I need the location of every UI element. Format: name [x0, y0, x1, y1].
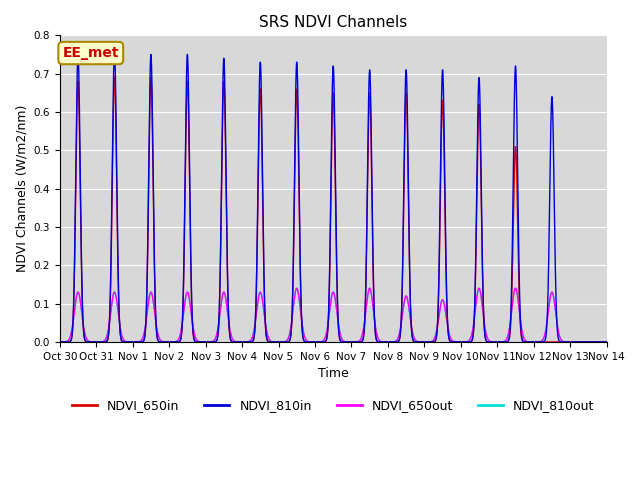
NDVI_650in — [601, 339, 609, 345]
NDVI_810out — [56, 339, 63, 345]
NDVI_650in — [409, 336, 417, 342]
NDVI_810in — [173, 339, 180, 345]
NDVI_810in — [601, 339, 609, 345]
NDVI_650in — [596, 339, 604, 345]
NDVI_810out — [167, 339, 175, 345]
NDVI_650out — [167, 339, 175, 345]
NDVI_650in — [167, 339, 175, 345]
NDVI_810in — [111, 48, 118, 54]
NDVI_810in — [486, 339, 494, 345]
NDVI_650out — [409, 329, 417, 335]
NDVI_810in — [603, 339, 611, 345]
NDVI_810in — [260, 297, 268, 303]
Line: NDVI_650out: NDVI_650out — [60, 288, 607, 342]
NDVI_650out — [601, 339, 609, 345]
NDVI_650out — [56, 339, 63, 345]
Text: EE_met: EE_met — [63, 46, 119, 60]
NDVI_650out — [260, 313, 268, 319]
Y-axis label: NDVI Channels (W/m2/nm): NDVI Channels (W/m2/nm) — [15, 105, 28, 272]
NDVI_650in — [56, 339, 63, 345]
NDVI_810out — [260, 313, 268, 319]
Line: NDVI_650in: NDVI_650in — [60, 77, 607, 342]
NDVI_810in — [167, 339, 175, 345]
X-axis label: Time: Time — [318, 367, 349, 380]
NDVI_650in — [173, 339, 180, 345]
NDVI_810out — [409, 329, 417, 335]
NDVI_650in — [111, 74, 118, 80]
NDVI_810in — [409, 336, 417, 342]
NDVI_650in — [486, 339, 494, 345]
NDVI_650out — [511, 286, 519, 291]
NDVI_650out — [173, 338, 180, 344]
NDVI_810out — [601, 339, 609, 345]
Title: SRS NDVI Channels: SRS NDVI Channels — [259, 15, 407, 30]
Line: NDVI_810out: NDVI_810out — [60, 288, 607, 342]
NDVI_650in — [260, 301, 268, 307]
NDVI_810out — [486, 338, 494, 344]
NDVI_650out — [603, 339, 611, 345]
NDVI_650in — [603, 339, 611, 345]
NDVI_650out — [486, 338, 494, 344]
NDVI_810in — [56, 339, 63, 345]
Legend: NDVI_650in, NDVI_810in, NDVI_650out, NDVI_810out: NDVI_650in, NDVI_810in, NDVI_650out, NDV… — [67, 394, 600, 417]
NDVI_810out — [603, 339, 611, 345]
Line: NDVI_810in: NDVI_810in — [60, 51, 607, 342]
NDVI_810out — [511, 286, 519, 291]
NDVI_810out — [173, 338, 180, 344]
